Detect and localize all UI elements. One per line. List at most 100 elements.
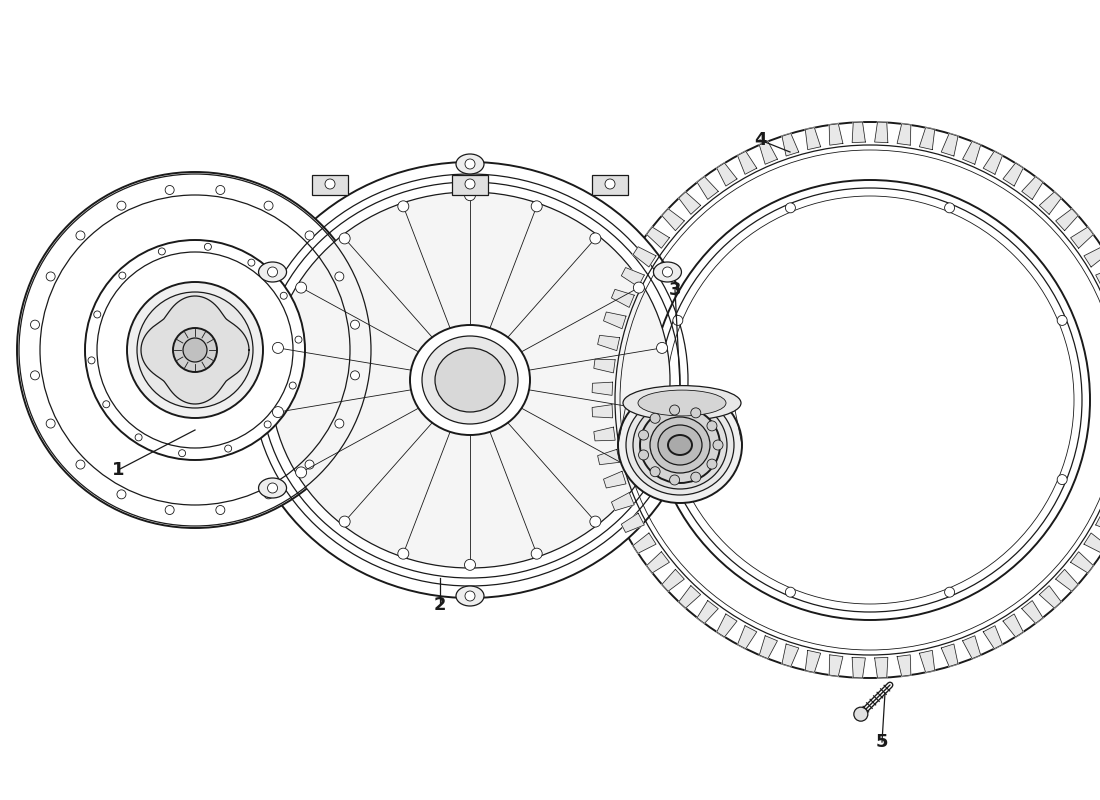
Circle shape <box>289 382 296 389</box>
Circle shape <box>248 259 255 266</box>
Polygon shape <box>942 134 958 156</box>
Circle shape <box>662 483 672 493</box>
Circle shape <box>945 203 955 213</box>
Polygon shape <box>604 312 626 329</box>
Circle shape <box>183 338 207 362</box>
Polygon shape <box>597 335 619 350</box>
Circle shape <box>117 490 126 499</box>
Circle shape <box>662 267 672 277</box>
Circle shape <box>16 172 373 528</box>
Circle shape <box>605 179 615 189</box>
Polygon shape <box>805 128 821 150</box>
Ellipse shape <box>653 262 682 282</box>
Text: ssional passion since 198: ssional passion since 198 <box>426 386 814 414</box>
Circle shape <box>650 414 660 423</box>
Circle shape <box>398 201 409 212</box>
Ellipse shape <box>456 586 484 606</box>
Polygon shape <box>1022 601 1043 623</box>
Polygon shape <box>621 514 645 533</box>
Circle shape <box>165 186 174 194</box>
Circle shape <box>305 231 315 240</box>
Polygon shape <box>597 450 619 465</box>
Circle shape <box>590 233 601 244</box>
Circle shape <box>670 475 680 485</box>
Polygon shape <box>759 636 778 658</box>
Circle shape <box>295 336 302 343</box>
Polygon shape <box>805 650 821 672</box>
Circle shape <box>296 467 307 478</box>
Text: 3: 3 <box>669 281 681 299</box>
Circle shape <box>178 450 186 457</box>
Polygon shape <box>717 614 737 637</box>
Polygon shape <box>1040 192 1062 214</box>
Polygon shape <box>738 626 757 649</box>
Polygon shape <box>942 644 958 666</box>
Ellipse shape <box>618 387 742 503</box>
Circle shape <box>657 342 668 354</box>
Circle shape <box>31 371 40 380</box>
Ellipse shape <box>668 435 692 455</box>
Polygon shape <box>1096 514 1100 533</box>
Polygon shape <box>759 142 778 164</box>
Polygon shape <box>1084 533 1100 554</box>
Ellipse shape <box>258 262 286 282</box>
Circle shape <box>46 419 55 428</box>
Polygon shape <box>634 246 656 267</box>
Circle shape <box>465 591 475 601</box>
Circle shape <box>119 272 125 279</box>
Circle shape <box>638 450 649 460</box>
Circle shape <box>634 282 645 293</box>
Text: 2: 2 <box>433 596 447 614</box>
Polygon shape <box>647 227 670 248</box>
Polygon shape <box>1056 209 1078 230</box>
Polygon shape <box>621 267 645 286</box>
Polygon shape <box>898 655 911 676</box>
Circle shape <box>339 233 350 244</box>
Circle shape <box>691 472 701 482</box>
Circle shape <box>305 460 315 469</box>
Polygon shape <box>738 151 757 174</box>
Polygon shape <box>1003 614 1023 637</box>
Polygon shape <box>679 192 701 214</box>
Bar <box>452 175 488 195</box>
Circle shape <box>205 243 211 250</box>
Circle shape <box>216 186 224 194</box>
Circle shape <box>464 190 475 201</box>
Polygon shape <box>782 134 799 156</box>
Circle shape <box>173 328 217 372</box>
Polygon shape <box>962 636 980 658</box>
Circle shape <box>117 201 126 210</box>
Circle shape <box>158 248 165 255</box>
Bar <box>592 175 628 195</box>
Ellipse shape <box>653 478 682 498</box>
Polygon shape <box>647 552 670 573</box>
Circle shape <box>280 292 287 299</box>
Circle shape <box>638 430 649 440</box>
Circle shape <box>339 516 350 527</box>
Circle shape <box>334 272 344 281</box>
Polygon shape <box>920 650 935 672</box>
Polygon shape <box>1070 552 1093 573</box>
Polygon shape <box>662 570 684 591</box>
Circle shape <box>138 292 253 408</box>
Circle shape <box>273 342 284 354</box>
Ellipse shape <box>638 390 726 416</box>
Ellipse shape <box>640 407 720 483</box>
Polygon shape <box>852 658 866 678</box>
Circle shape <box>224 445 232 452</box>
Circle shape <box>785 587 795 597</box>
Circle shape <box>673 474 683 485</box>
Circle shape <box>531 548 542 559</box>
Ellipse shape <box>258 478 286 498</box>
Circle shape <box>46 272 55 281</box>
Circle shape <box>351 371 360 380</box>
Polygon shape <box>898 124 911 145</box>
Polygon shape <box>874 122 888 142</box>
Polygon shape <box>1056 570 1078 591</box>
Circle shape <box>650 180 1090 620</box>
Polygon shape <box>612 290 635 307</box>
Circle shape <box>691 408 701 418</box>
Circle shape <box>102 401 110 408</box>
Polygon shape <box>141 296 249 404</box>
Text: 5: 5 <box>876 733 889 751</box>
